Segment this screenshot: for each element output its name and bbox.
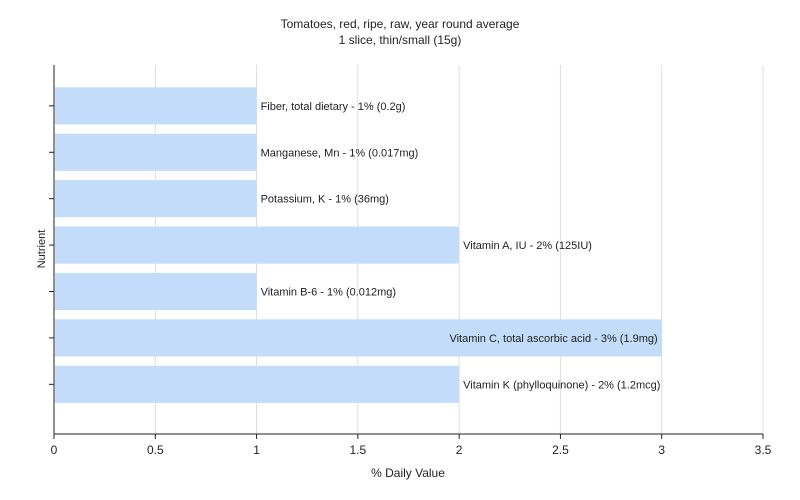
x-axis-label: % Daily Value [371, 466, 445, 480]
x-tick-label-3: 1.5 [350, 443, 367, 457]
x-tick-label-1: 0.5 [147, 443, 164, 457]
bar-label-0: Fiber, total dietary - 1% (0.2g) [261, 101, 406, 113]
bars [55, 87, 662, 403]
bar-1 [55, 133, 257, 171]
chart-subtitle: 1 slice, thin/small (15g) [339, 33, 462, 47]
bar-label-6: Vitamin K (phylloquinone) - 2% (1.2mcg) [463, 379, 660, 391]
x-tick-label-7: 3.5 [755, 443, 772, 457]
bar-labels: Fiber, total dietary - 1% (0.2g) Manganes… [261, 101, 661, 391]
bar-5 [55, 319, 662, 357]
x-tick-label-2: 1 [253, 443, 260, 457]
y-axis-label: Nutrient [36, 230, 48, 269]
bar-label-2: Potassium, K - 1% (36mg) [261, 194, 389, 206]
axes: 0 0.5 1 1.5 2 2.5 3 3.5 [49, 65, 772, 457]
bar-0 [55, 87, 257, 125]
bar-label-1: Manganese, Mn - 1% (0.017mg) [261, 147, 419, 159]
bar-label-4: Vitamin B-6 - 1% (0.012mg) [261, 287, 397, 299]
bar-2 [55, 180, 257, 218]
bar-label-5: Vitamin C, total ascorbic acid - 3% (1.9… [449, 333, 657, 345]
x-tick-label-6: 3 [658, 443, 665, 457]
bar-3 [55, 226, 460, 264]
x-tick-label-5: 2.5 [552, 443, 569, 457]
bar-6 [55, 365, 460, 403]
bar-4 [55, 272, 257, 311]
x-tick-label-0: 0 [51, 443, 58, 457]
bar-label-3: Vitamin A, IU - 2% (125IU) [463, 240, 592, 252]
x-tick-label-4: 2 [456, 443, 463, 457]
chart-title: Tomatoes, red, ripe, raw, year round ave… [281, 17, 520, 31]
